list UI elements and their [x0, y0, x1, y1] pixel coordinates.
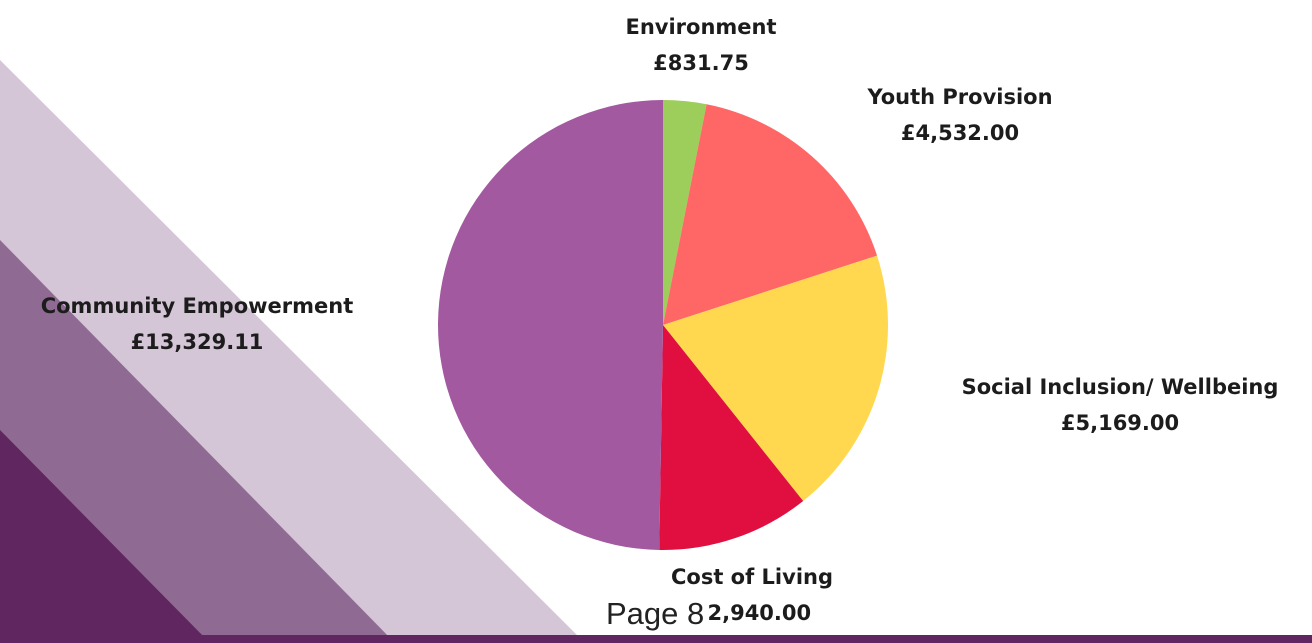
slice-label: Cost of Living [671, 565, 833, 589]
pie-slice [437, 100, 663, 550]
pie-slice [659, 325, 804, 550]
slice-label: Social Inclusion/ Wellbeing [962, 375, 1279, 399]
bottom-bar [0, 635, 1312, 643]
page-number: Page 8 [606, 596, 704, 631]
slice-value: £5,169.00 [1061, 411, 1179, 435]
decor-stripe [0, 430, 210, 643]
slice-label: Youth Provision [866, 85, 1052, 109]
pie [437, 100, 888, 550]
slice-value: £2,940.00 [693, 601, 811, 625]
slice-label: Community Empowerment [41, 294, 354, 318]
footer-bg [602, 596, 708, 635]
pie-slice [663, 100, 707, 325]
pie-slice [663, 104, 878, 325]
pie-slice [663, 255, 888, 502]
slice-value: £831.75 [653, 51, 749, 75]
labels: Environment £831.75 Youth Provision £4,532.… [41, 15, 1279, 625]
slice-value: £4,532.00 [901, 121, 1019, 145]
slice-value: £13,329.11 [131, 330, 264, 354]
slice-label: Environment [625, 15, 776, 39]
